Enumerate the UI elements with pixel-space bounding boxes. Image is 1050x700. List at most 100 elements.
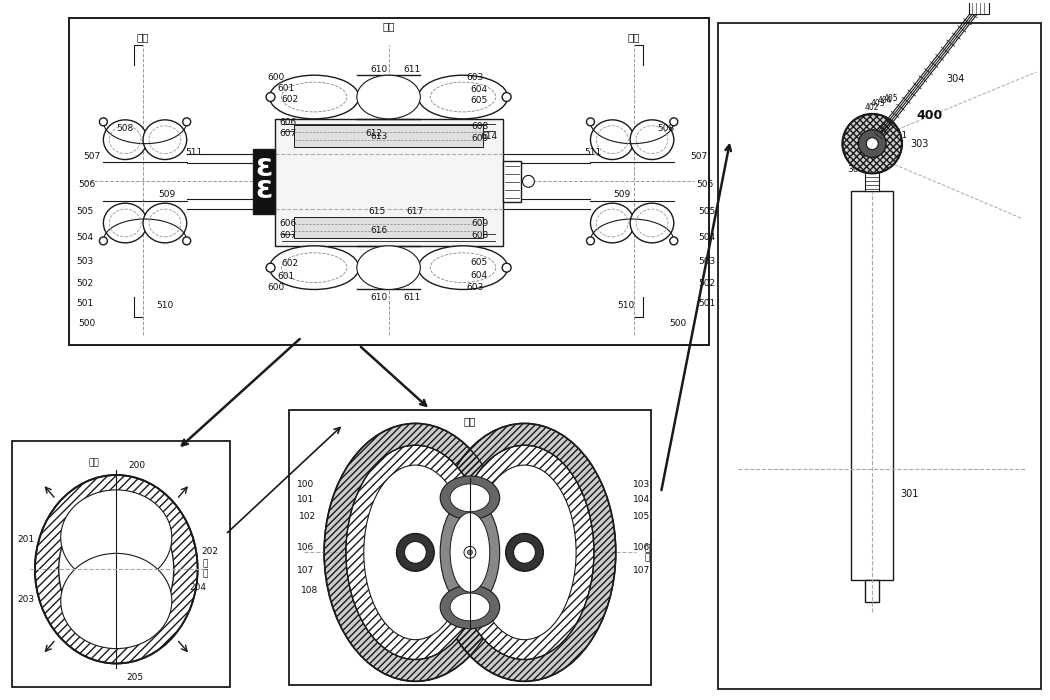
Text: 615: 615 (369, 207, 386, 216)
Ellipse shape (345, 445, 485, 659)
Bar (13, 441, 230, 687)
Text: 605: 605 (470, 97, 487, 106)
Text: 118: 118 (466, 536, 484, 545)
Text: 506: 506 (696, 180, 714, 189)
Text: 中線: 中線 (88, 458, 100, 468)
Text: 616: 616 (370, 226, 387, 235)
Text: 601: 601 (277, 272, 295, 281)
Ellipse shape (270, 246, 359, 290)
Text: 609: 609 (471, 134, 488, 143)
Ellipse shape (143, 203, 187, 243)
Text: 611: 611 (403, 293, 421, 302)
Text: 404: 404 (877, 97, 891, 106)
Text: 610: 610 (371, 64, 388, 74)
Bar (294, 125, 483, 147)
Text: 608: 608 (471, 122, 488, 131)
Circle shape (100, 118, 107, 126)
Text: 400: 400 (917, 109, 943, 122)
Circle shape (266, 92, 275, 102)
Text: 202: 202 (202, 547, 218, 556)
Ellipse shape (61, 554, 172, 649)
Circle shape (467, 550, 472, 555)
Text: 509: 509 (158, 190, 175, 199)
Bar (865, 580, 879, 602)
Text: 503: 503 (698, 257, 716, 266)
Text: 106: 106 (633, 543, 650, 552)
Text: 613: 613 (370, 132, 387, 141)
Text: 500: 500 (670, 318, 687, 328)
Text: 612: 612 (365, 129, 382, 138)
Circle shape (866, 138, 878, 150)
Ellipse shape (440, 585, 500, 629)
Text: 508: 508 (117, 125, 133, 133)
Text: 113: 113 (475, 610, 492, 618)
Text: 504: 504 (698, 233, 716, 242)
Text: 104: 104 (633, 496, 650, 504)
Text: 609: 609 (471, 219, 488, 228)
Ellipse shape (455, 445, 594, 659)
Bar (718, 22, 1041, 690)
Text: 108: 108 (300, 586, 318, 594)
Text: 508: 508 (657, 125, 674, 133)
Text: 中: 中 (645, 544, 650, 553)
Ellipse shape (440, 476, 500, 519)
Text: 607: 607 (279, 129, 297, 138)
Text: 線: 線 (645, 553, 650, 562)
Text: 614: 614 (481, 132, 498, 141)
Text: 中: 中 (203, 560, 208, 569)
Text: 203: 203 (17, 594, 35, 603)
Bar (416, 531, 525, 574)
Circle shape (397, 533, 435, 571)
Bar (416, 523, 525, 582)
Ellipse shape (61, 490, 172, 585)
Text: 205: 205 (126, 673, 143, 682)
Ellipse shape (450, 512, 489, 592)
Text: 608: 608 (471, 231, 488, 240)
Ellipse shape (472, 465, 576, 640)
Text: 111: 111 (507, 480, 525, 489)
Text: 115: 115 (460, 494, 478, 503)
Ellipse shape (450, 593, 489, 621)
Text: 401: 401 (890, 131, 907, 140)
Bar (253, 149, 274, 214)
Circle shape (587, 237, 594, 245)
Text: 109: 109 (418, 480, 436, 489)
Text: 201: 201 (17, 535, 35, 544)
Bar (852, 191, 894, 580)
Text: 602: 602 (281, 259, 298, 268)
Text: 604: 604 (470, 85, 487, 94)
Text: 中線: 中線 (136, 32, 149, 43)
Bar (969, 0, 989, 14)
Text: 103: 103 (633, 480, 650, 489)
Ellipse shape (450, 484, 489, 512)
Ellipse shape (434, 424, 615, 681)
Bar (865, 165, 879, 191)
Text: 100: 100 (297, 480, 314, 489)
Text: 102: 102 (299, 512, 316, 522)
Circle shape (670, 237, 678, 245)
Circle shape (502, 263, 511, 272)
Text: 601: 601 (277, 83, 295, 92)
Ellipse shape (590, 203, 634, 243)
Circle shape (266, 263, 275, 272)
Circle shape (670, 118, 678, 126)
Text: 507: 507 (84, 152, 101, 161)
Text: 204: 204 (190, 582, 207, 592)
Text: 502: 502 (77, 279, 93, 288)
Text: 510: 510 (617, 301, 634, 310)
Text: 200: 200 (128, 461, 145, 470)
Bar (289, 410, 651, 685)
Text: 610: 610 (371, 293, 388, 302)
Circle shape (842, 114, 902, 174)
Text: 604: 604 (470, 271, 487, 280)
Ellipse shape (357, 75, 420, 119)
Text: 線: 線 (203, 570, 208, 579)
Circle shape (100, 237, 107, 245)
Text: 501: 501 (77, 299, 93, 308)
Circle shape (404, 542, 426, 564)
Ellipse shape (590, 120, 634, 160)
Text: 510: 510 (156, 301, 173, 310)
Text: 603: 603 (466, 283, 483, 292)
Text: 617: 617 (406, 207, 424, 216)
Text: 501: 501 (698, 299, 716, 308)
